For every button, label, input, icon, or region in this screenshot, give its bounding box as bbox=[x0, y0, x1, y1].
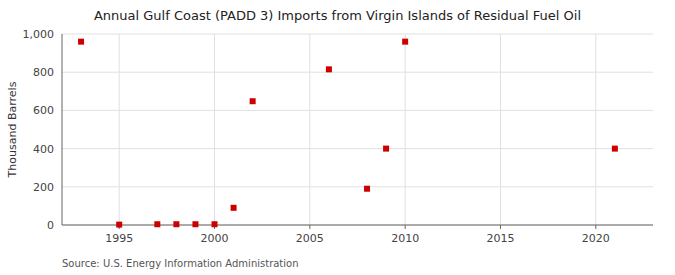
x-grid-line bbox=[595, 34, 596, 225]
x-tick-mark bbox=[500, 225, 501, 229]
y-tick-label: 0 bbox=[47, 219, 54, 232]
scatter-point bbox=[383, 146, 389, 152]
y-grid-line bbox=[62, 186, 653, 187]
points bbox=[78, 39, 618, 228]
scatter-point bbox=[364, 186, 370, 192]
chart-svg: Annual Gulf Coast (PADD 3) Imports from … bbox=[0, 0, 675, 275]
x-grid-line bbox=[500, 34, 501, 225]
y-axis-label: Thousand Barrels bbox=[6, 81, 19, 178]
scatter-point bbox=[250, 98, 256, 104]
chart-container: Annual Gulf Coast (PADD 3) Imports from … bbox=[0, 0, 675, 275]
scatter-point bbox=[612, 146, 618, 152]
source-note: Source: U.S. Energy Information Administ… bbox=[62, 258, 299, 269]
y-tick-label: 200 bbox=[33, 181, 54, 194]
x-tick-mark bbox=[595, 225, 596, 229]
y-grid-line bbox=[62, 72, 653, 73]
title: Annual Gulf Coast (PADD 3) Imports from … bbox=[94, 8, 581, 23]
x-tick-label: 2020 bbox=[582, 232, 610, 245]
scatter-point bbox=[192, 221, 198, 227]
y-grid-line bbox=[62, 110, 653, 111]
x-grid-line bbox=[119, 34, 120, 225]
y-grid-line bbox=[62, 225, 653, 226]
x-tick-mark bbox=[405, 225, 406, 229]
x-tick-label: 2015 bbox=[486, 232, 514, 245]
x-grid-line bbox=[405, 34, 406, 225]
y-grid-line bbox=[62, 148, 653, 149]
x-grid-line bbox=[309, 34, 310, 225]
x-tick-mark bbox=[309, 225, 310, 229]
scatter-point bbox=[326, 66, 332, 72]
x-tick-label: 1995 bbox=[105, 232, 133, 245]
scatter-point bbox=[116, 222, 122, 228]
y-axis-line bbox=[62, 34, 63, 225]
scatter-point bbox=[231, 205, 237, 211]
x-grid-line bbox=[214, 34, 215, 225]
scatter-point bbox=[402, 39, 408, 45]
y-tick-label: 800 bbox=[33, 66, 54, 79]
scatter-point bbox=[212, 221, 218, 227]
x-tick-label: 2000 bbox=[201, 232, 229, 245]
scatter-point bbox=[173, 221, 179, 227]
x-tick-label: 2010 bbox=[391, 232, 419, 245]
scatter-point bbox=[78, 39, 84, 45]
y-grid-line bbox=[62, 34, 653, 35]
y-tick-label: 1,000 bbox=[23, 28, 55, 41]
scatter-point bbox=[154, 221, 160, 227]
x-tick-label: 2005 bbox=[296, 232, 324, 245]
grid bbox=[62, 34, 653, 225]
y-tick-label: 400 bbox=[33, 143, 54, 156]
x-axis-line bbox=[62, 225, 653, 226]
y-tick-label: 600 bbox=[33, 104, 54, 117]
